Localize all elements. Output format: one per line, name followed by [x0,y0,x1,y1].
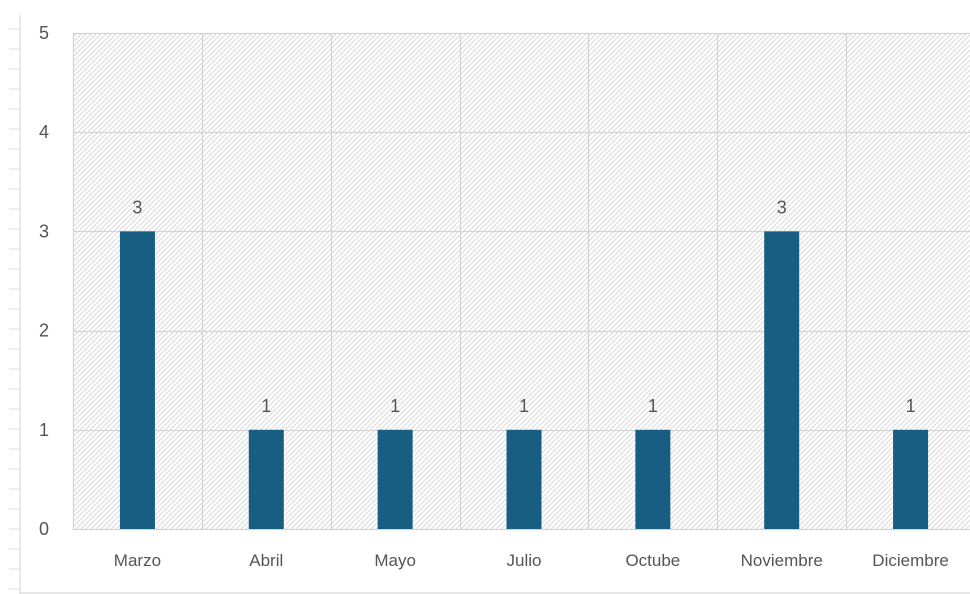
x-tick-label: Noviembre [741,551,823,570]
data-label: 1 [390,396,400,416]
bar-octube [635,429,671,529]
data-label: 3 [132,197,142,217]
bar-noviembre [764,231,800,529]
y-tick-label: 1 [39,420,49,440]
bar-diciembre [893,429,929,529]
x-tick-label: Abril [249,551,283,570]
bar-marzo [119,231,155,529]
bar-mayo [377,429,413,529]
data-label: 3 [777,197,787,217]
y-tick-label: 3 [39,221,49,241]
y-tick-label: 5 [39,23,49,43]
chart-frame [9,15,970,594]
data-label: 1 [261,396,271,416]
gridlines [72,32,970,531]
y-tick-label: 2 [39,321,49,341]
y-axis-ticks: 0 1 2 3 4 5 [39,23,49,539]
data-label: 1 [648,396,658,416]
data-labels: 3 1 1 1 1 3 1 [132,197,915,415]
x-tick-label: Marzo [114,551,161,570]
x-tick-label: Julio [507,551,542,570]
x-tick-label: Octube [625,551,680,570]
bar-abril [248,429,284,529]
x-tick-label: Diciembre [872,551,949,570]
bars [119,231,929,529]
bar-julio [506,429,542,529]
y-tick-label: 0 [39,519,49,539]
data-label: 1 [519,396,529,416]
data-label: 1 [906,396,916,416]
y-tick-label: 4 [39,122,49,142]
x-axis-ticks: Marzo Abril Mayo Julio Octube Noviembre Diciem… [114,551,949,570]
x-tick-label: Mayo [374,551,416,570]
